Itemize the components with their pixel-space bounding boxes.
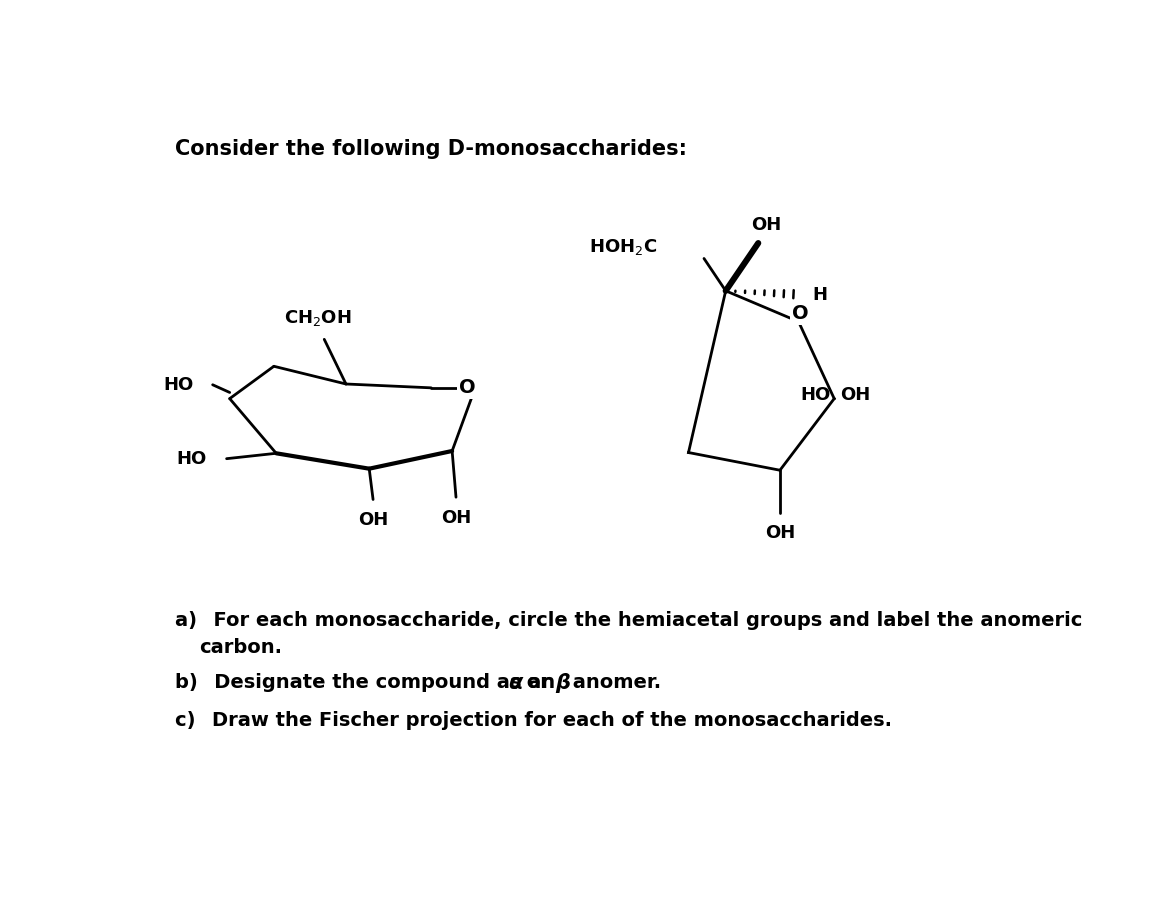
Text: OH: OH [841,385,870,404]
Text: or: or [520,673,556,692]
Text: O: O [459,378,475,397]
Text: OH: OH [440,509,471,526]
Text: OH: OH [357,511,388,529]
Text: HOH$_2$C: HOH$_2$C [590,237,658,257]
Text: CH$_2$OH: CH$_2$OH [284,308,352,328]
Text: Consider the following D-monosaccharides:: Consider the following D-monosaccharides… [175,139,688,160]
Text: O: O [792,304,808,324]
Text: HO: HO [800,385,830,404]
Text: β: β [555,673,570,692]
Text: OH: OH [751,216,781,234]
Text: c)  Draw the Fischer projection for each of the monosaccharides.: c) Draw the Fischer projection for each … [175,711,892,730]
Text: a)  For each monosaccharide, circle the hemiacetal groups and label the anomeric: a) For each monosaccharide, circle the h… [175,611,1083,630]
Text: anomer.: anomer. [566,673,661,692]
Text: α: α [509,673,523,692]
Text: HO: HO [164,376,194,394]
Text: carbon.: carbon. [199,638,281,657]
Text: HO: HO [176,450,207,467]
Text: b)  Designate the compound as an: b) Designate the compound as an [175,673,562,692]
Text: OH: OH [765,524,795,542]
Text: H: H [813,286,827,303]
